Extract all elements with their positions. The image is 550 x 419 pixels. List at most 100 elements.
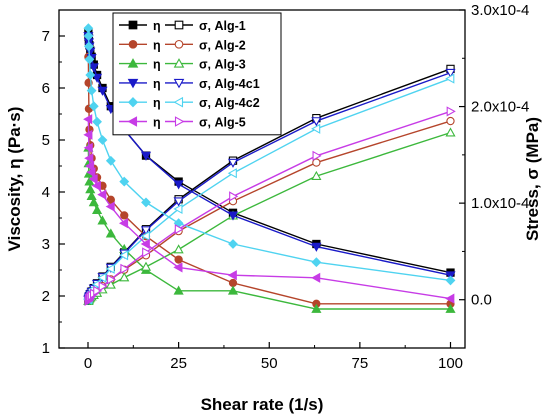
y-left-tick-label: 3	[42, 236, 50, 253]
viscosity-point	[84, 176, 95, 186]
x-tick-label: 50	[261, 355, 278, 372]
viscosity-point	[311, 242, 322, 252]
stress-point	[312, 158, 321, 167]
ticks-layer: 0 25 50 75 100 1 2 3 4 5 6 7 0.0 1.0x10-4 2.0x10-4 3.0x…	[42, 2, 530, 372]
viscosity-point	[174, 255, 183, 264]
stress-point	[227, 158, 239, 168]
stress-point	[446, 106, 456, 117]
legend: η σ, Alg-1 η σ, Alg-2 η σ, Alg-3 η σ, Alg-4c1 η σ…	[112, 12, 282, 136]
viscosity-point	[140, 238, 150, 250]
x-axis-title: Shear rate (1/s)	[201, 395, 324, 414]
legend-label: σ, Alg-5	[199, 116, 246, 130]
stress-point	[229, 191, 239, 202]
viscosity-point	[85, 70, 96, 80]
viscosity-point	[88, 101, 99, 112]
viscosity-point	[311, 303, 322, 313]
stress-point	[97, 272, 107, 283]
viscosity-point	[84, 54, 95, 65]
viscosity-point	[228, 239, 238, 249]
viscosity-point	[85, 160, 95, 172]
stress-point	[106, 274, 117, 285]
viscosity-point	[118, 218, 129, 229]
viscosity-point	[83, 31, 94, 41]
legend-label: σ, Alg-4c1	[199, 77, 260, 91]
series-group	[83, 106, 456, 306]
viscosity-point	[445, 293, 455, 304]
legend-marker	[174, 39, 184, 49]
stress-point	[311, 170, 322, 180]
y-right-tick-label: 3.0x10-4	[471, 2, 529, 19]
viscosity-point	[119, 176, 130, 187]
legend-label: σ, Alg-3	[199, 58, 246, 72]
viscosity-point	[91, 73, 103, 83]
legend-label: η	[153, 38, 161, 52]
legend-box	[112, 12, 282, 136]
stress-point	[446, 116, 455, 126]
stress-point	[174, 224, 184, 235]
viscosity-point	[173, 262, 183, 273]
stress-point	[140, 230, 150, 242]
viscosity-series-line	[87, 28, 451, 282]
legend-marker	[127, 97, 139, 108]
stress-point	[140, 226, 152, 236]
legend-entry: η σ, Alg-2	[119, 38, 246, 52]
viscosity-point	[86, 167, 96, 178]
legend-label: σ, Alg-2	[199, 38, 246, 52]
viscosity-point	[227, 270, 237, 281]
stress-point	[120, 263, 130, 274]
stress-point	[311, 117, 322, 127]
stress-point	[445, 73, 455, 84]
legend-marker	[127, 78, 139, 89]
stress-point	[227, 168, 237, 179]
series-layer	[83, 23, 456, 313]
legend-label: η	[153, 77, 161, 91]
y-left-tick-label: 1	[42, 340, 50, 357]
viscosity-point	[120, 211, 129, 220]
y-left-tick-label: 6	[42, 80, 50, 97]
legend-label: η	[153, 96, 161, 110]
viscosity-point	[84, 153, 94, 164]
legend-marker	[174, 20, 184, 30]
viscosity-point	[445, 303, 456, 313]
stress-point	[311, 123, 321, 134]
viscosity-point	[88, 173, 98, 185]
viscosity-point	[97, 86, 108, 96]
viscosity-point	[311, 272, 321, 283]
legend-marker	[128, 39, 138, 49]
stress-point	[98, 281, 108, 292]
viscosity-point	[140, 151, 152, 161]
stress-point	[173, 244, 184, 254]
y-left-tick-label: 2	[42, 288, 50, 305]
stress-point	[105, 279, 116, 289]
viscosity-point	[88, 197, 99, 207]
x-tick-label: 75	[352, 355, 369, 372]
viscosity-point	[97, 135, 108, 145]
viscosity-point	[91, 204, 103, 215]
legend-marker	[173, 58, 185, 68]
legend-marker	[127, 58, 139, 68]
y-axis-left-title: Viscosity, η (Pa·s)	[5, 107, 24, 252]
stress-point	[445, 127, 456, 137]
viscosity-point	[83, 41, 94, 52]
legend-label: η	[153, 116, 161, 130]
viscosity-point	[173, 180, 184, 190]
viscosity-point	[85, 184, 96, 194]
stress-point	[445, 68, 456, 79]
viscosity-point	[311, 257, 322, 268]
stress-point	[140, 261, 152, 271]
viscosity-point	[91, 180, 101, 191]
viscosity-point	[227, 211, 239, 221]
viscosity-point	[141, 197, 151, 208]
legend-entry: η σ, Alg-4c1	[119, 77, 260, 91]
viscosity-point	[105, 228, 116, 238]
viscosity-point	[97, 215, 108, 225]
stress-point	[312, 150, 322, 161]
stress-point	[93, 285, 103, 296]
legend-entry: η σ, Alg-3	[119, 58, 246, 72]
legend-label: η	[153, 58, 161, 72]
stress-point	[142, 247, 152, 258]
plot-frame	[58, 9, 466, 349]
legend-marker	[173, 78, 185, 89]
legend-label: η	[153, 19, 161, 33]
